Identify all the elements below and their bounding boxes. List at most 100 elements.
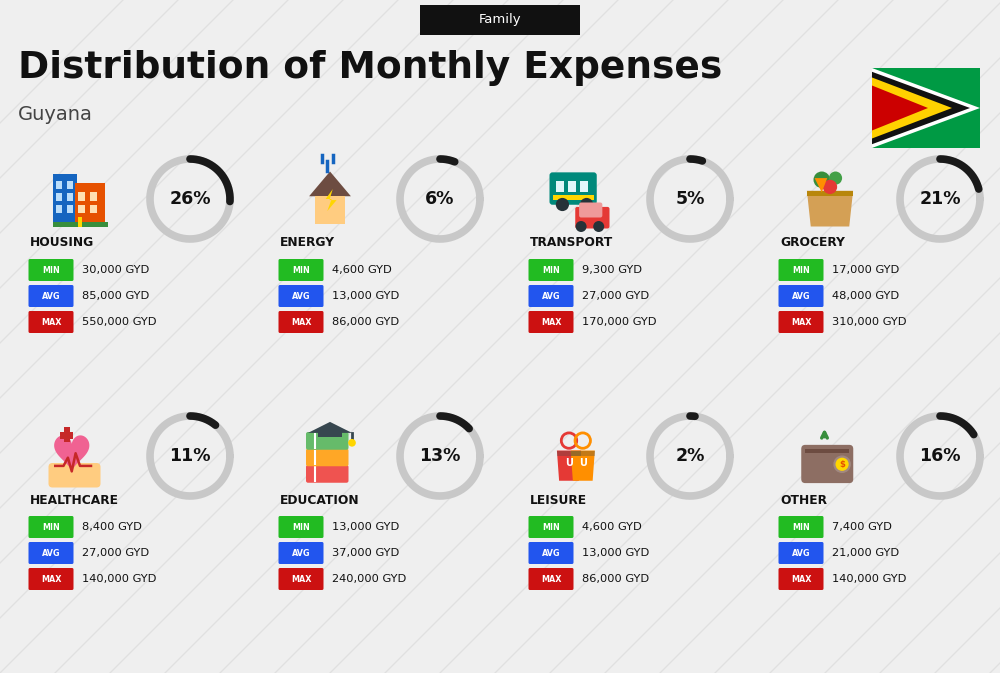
Text: AVG: AVG: [292, 548, 310, 557]
Text: 17,000 GYD: 17,000 GYD: [832, 265, 899, 275]
FancyBboxPatch shape: [278, 285, 323, 307]
FancyBboxPatch shape: [549, 172, 597, 205]
Text: MIN: MIN: [542, 266, 560, 275]
Text: 2%: 2%: [675, 447, 705, 465]
Text: 11%: 11%: [169, 447, 211, 465]
FancyBboxPatch shape: [29, 542, 74, 564]
Polygon shape: [807, 190, 853, 227]
Text: 13%: 13%: [419, 447, 461, 465]
Circle shape: [823, 180, 837, 194]
Text: AVG: AVG: [792, 548, 810, 557]
FancyBboxPatch shape: [528, 568, 574, 590]
Text: MAX: MAX: [541, 318, 561, 326]
Text: 4,600 GYD: 4,600 GYD: [332, 265, 392, 275]
FancyBboxPatch shape: [778, 259, 824, 281]
Text: MAX: MAX: [41, 318, 61, 326]
FancyBboxPatch shape: [306, 448, 348, 466]
Text: GROCERY: GROCERY: [780, 236, 845, 250]
Text: AVG: AVG: [42, 548, 60, 557]
FancyBboxPatch shape: [315, 197, 345, 223]
Text: MIN: MIN: [542, 522, 560, 532]
FancyBboxPatch shape: [556, 182, 564, 192]
Text: EDUCATION: EDUCATION: [280, 493, 360, 507]
FancyBboxPatch shape: [778, 542, 824, 564]
Text: 4,600 GYD: 4,600 GYD: [582, 522, 642, 532]
Text: 13,000 GYD: 13,000 GYD: [332, 291, 399, 301]
Text: 8,400 GYD: 8,400 GYD: [82, 522, 142, 532]
Ellipse shape: [833, 456, 851, 473]
Text: 310,000 GYD: 310,000 GYD: [832, 317, 906, 327]
Text: U: U: [565, 458, 573, 468]
Text: 26%: 26%: [169, 190, 211, 208]
FancyBboxPatch shape: [571, 450, 595, 456]
FancyBboxPatch shape: [575, 207, 610, 229]
Text: 21,000 GYD: 21,000 GYD: [832, 548, 899, 558]
Text: MIN: MIN: [292, 522, 310, 532]
FancyBboxPatch shape: [528, 542, 574, 564]
FancyBboxPatch shape: [78, 217, 82, 227]
Text: MAX: MAX: [791, 318, 811, 326]
Text: MIN: MIN: [792, 522, 810, 532]
FancyBboxPatch shape: [778, 568, 824, 590]
Text: Family: Family: [479, 13, 521, 26]
FancyBboxPatch shape: [56, 193, 62, 201]
FancyBboxPatch shape: [528, 311, 574, 333]
FancyBboxPatch shape: [90, 205, 97, 213]
Text: 5%: 5%: [675, 190, 705, 208]
FancyBboxPatch shape: [278, 542, 323, 564]
Polygon shape: [557, 450, 581, 481]
Text: 48,000 GYD: 48,000 GYD: [832, 291, 899, 301]
Polygon shape: [52, 174, 77, 227]
FancyBboxPatch shape: [29, 311, 74, 333]
Text: $: $: [839, 460, 845, 469]
Text: ENERGY: ENERGY: [280, 236, 335, 250]
Text: MIN: MIN: [42, 266, 60, 275]
Text: 86,000 GYD: 86,000 GYD: [582, 574, 649, 584]
Circle shape: [813, 172, 830, 188]
FancyBboxPatch shape: [306, 432, 348, 450]
FancyBboxPatch shape: [64, 427, 70, 442]
FancyBboxPatch shape: [778, 516, 824, 538]
FancyBboxPatch shape: [278, 568, 323, 590]
FancyBboxPatch shape: [528, 516, 574, 538]
Polygon shape: [309, 172, 351, 197]
FancyBboxPatch shape: [579, 203, 602, 217]
FancyBboxPatch shape: [29, 285, 74, 307]
Text: 37,000 GYD: 37,000 GYD: [332, 548, 399, 558]
Text: 27,000 GYD: 27,000 GYD: [582, 291, 649, 301]
FancyBboxPatch shape: [67, 181, 73, 188]
Text: MAX: MAX: [41, 575, 61, 583]
Circle shape: [580, 198, 593, 211]
Text: MAX: MAX: [291, 318, 311, 326]
Text: 7,400 GYD: 7,400 GYD: [832, 522, 892, 532]
Text: MAX: MAX: [791, 575, 811, 583]
FancyBboxPatch shape: [278, 259, 323, 281]
Polygon shape: [571, 450, 595, 481]
FancyBboxPatch shape: [568, 182, 576, 192]
FancyBboxPatch shape: [60, 432, 73, 439]
Text: 13,000 GYD: 13,000 GYD: [332, 522, 399, 532]
FancyBboxPatch shape: [56, 205, 62, 213]
FancyBboxPatch shape: [29, 259, 74, 281]
FancyBboxPatch shape: [807, 190, 853, 197]
Text: 6%: 6%: [425, 190, 455, 208]
Text: MAX: MAX: [291, 575, 311, 583]
Text: TRANSPORT: TRANSPORT: [530, 236, 613, 250]
FancyBboxPatch shape: [78, 192, 85, 201]
FancyBboxPatch shape: [56, 181, 62, 188]
Text: HEALTHCARE: HEALTHCARE: [30, 493, 119, 507]
Polygon shape: [326, 189, 337, 211]
FancyBboxPatch shape: [552, 194, 594, 200]
FancyBboxPatch shape: [67, 205, 73, 213]
Text: MIN: MIN: [292, 266, 310, 275]
FancyBboxPatch shape: [778, 311, 824, 333]
Polygon shape: [54, 435, 89, 472]
Polygon shape: [872, 68, 980, 148]
Polygon shape: [74, 182, 105, 227]
FancyBboxPatch shape: [420, 5, 580, 35]
Text: MIN: MIN: [42, 522, 60, 532]
Text: LEISURE: LEISURE: [530, 493, 587, 507]
Circle shape: [593, 221, 604, 232]
Text: 240,000 GYD: 240,000 GYD: [332, 574, 406, 584]
Text: Distribution of Monthly Expenses: Distribution of Monthly Expenses: [18, 50, 722, 86]
